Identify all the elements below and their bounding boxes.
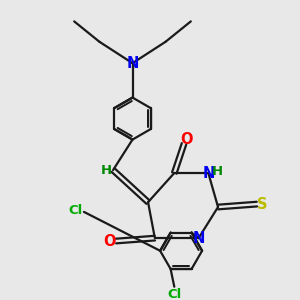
Text: N: N bbox=[192, 231, 205, 246]
Text: Cl: Cl bbox=[69, 204, 83, 217]
Text: N: N bbox=[126, 56, 139, 71]
Text: S: S bbox=[257, 196, 267, 211]
Text: H: H bbox=[212, 165, 223, 178]
Text: N: N bbox=[202, 166, 214, 181]
Text: Cl: Cl bbox=[167, 287, 182, 300]
Text: H: H bbox=[101, 164, 112, 177]
Text: O: O bbox=[181, 132, 193, 147]
Text: O: O bbox=[103, 233, 116, 248]
